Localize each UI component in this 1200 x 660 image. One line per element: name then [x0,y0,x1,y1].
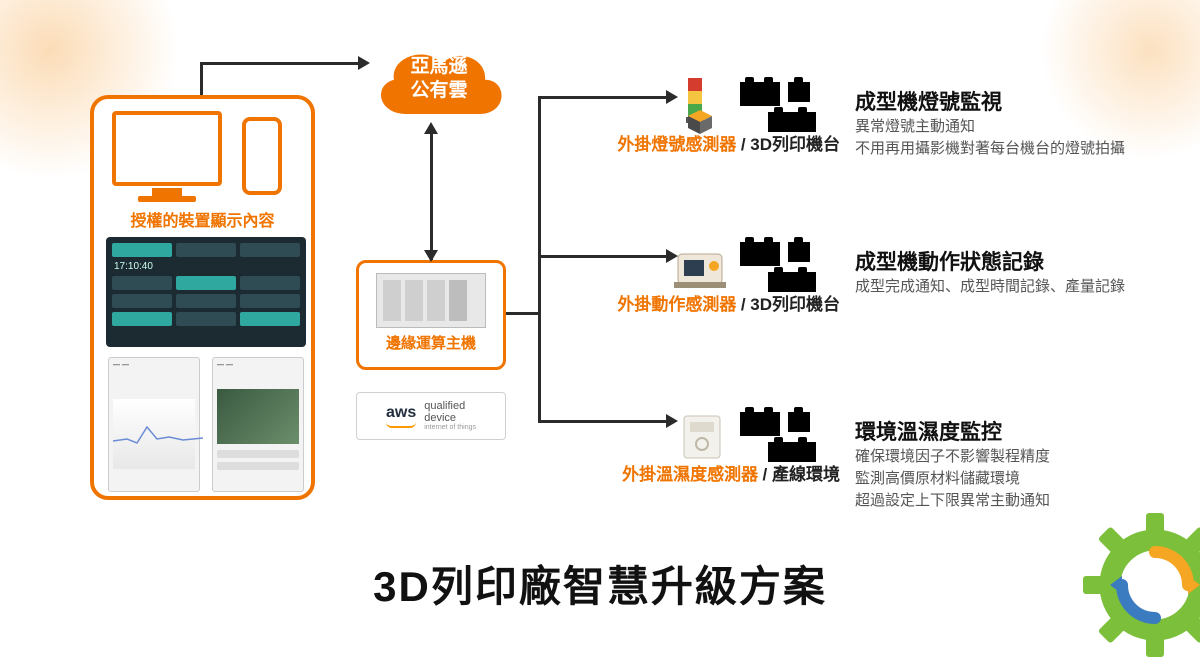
edge-host-caption: 邊緣運算主機 [359,332,503,353]
feature-1-icons [680,82,840,132]
feature-2-sensor: 外掛動作感測器 [617,295,736,314]
line-trunk [538,96,541,423]
feature-3-title: 環境溫濕度監控 [855,416,1002,446]
line-branch-1 [538,96,668,99]
dashboard-screenshot: 17:10:40 [106,237,306,347]
line-device-up [200,62,203,95]
feature-2-slash: / [741,295,750,314]
monitor-base [138,196,196,202]
line-branch-3 [538,420,668,423]
feature-3-context: 產線環境 [772,465,840,484]
aws-logo-text: aws [386,404,416,422]
feature-2-icons [680,242,840,292]
feature-1-sensor: 外掛燈號感測器 [617,135,736,154]
aws-line1: qualified [424,400,476,412]
humidity-sensor-icon [680,412,726,462]
line-edge-to-trunk [506,312,538,315]
app-screenshot-photo: — — [212,357,304,492]
phone-icon [242,117,282,195]
cloud-label: 亞馬遜 公有雲 [375,55,503,103]
cloud-line2: 公有雲 [410,80,467,101]
feature-1-desc: 異常燈號主動通知 不用再用攝影機對著每台機台的燈號拍攝 [855,116,1175,160]
arrow-edge-down [424,250,438,262]
feature-1-title: 成型機燈號監視 [855,86,1002,116]
device-panel: 授權的裝置顯示內容 17:10:40 — — — — [90,95,315,500]
aws-smile-icon [386,422,416,428]
feature-3-sensor: 外掛溫濕度感測器 [622,465,758,484]
cloud-line1: 亞馬遜 [410,56,467,77]
aws-line3: internet of things [424,424,476,432]
aws-line2: device [424,412,476,424]
device-caption: 授權的裝置顯示內容 [94,207,311,231]
app-screenshot-chart: — — [108,357,200,492]
feature-3-desc: 確保環境因子不影響製程精度 監測高價原材料儲藏環境 超過設定上下限異常主動通知 [855,446,1175,511]
line-cloud-edge [430,132,433,260]
printer-icon [674,244,730,292]
feature-3-icons [680,412,840,462]
dashboard-time: 17:10:40 [114,261,300,272]
feature-1-slash: / [741,135,750,154]
feature-2-desc: 成型完成通知、成型時間記錄、產量記錄 [855,276,1175,298]
aws-qualified-badge: aws qualified device internet of things [356,392,506,440]
edge-host-image [376,273,486,328]
feature-3-slash: / [763,465,772,484]
arrow-branch-1 [666,90,678,104]
line-branch-2 [538,255,668,258]
arrow-cloud-up [424,122,438,134]
line-device-right [200,62,360,65]
arrow-into-cloud [358,56,370,70]
feature-1-context: 3D列印機台 [750,135,840,154]
feature-2-title: 成型機動作狀態記錄 [855,246,1044,276]
lego-cluster-1 [740,82,840,132]
edge-host-box: 邊緣運算主機 [356,260,506,370]
arrow-branch-3 [666,414,678,428]
monitor-icon [112,111,222,186]
feature-2-context: 3D列印機台 [750,295,840,314]
main-title: 3D列印廠智慧升級方案 [0,553,1200,614]
lego-cluster-2 [740,242,840,292]
lego-cluster-3 [740,412,840,462]
